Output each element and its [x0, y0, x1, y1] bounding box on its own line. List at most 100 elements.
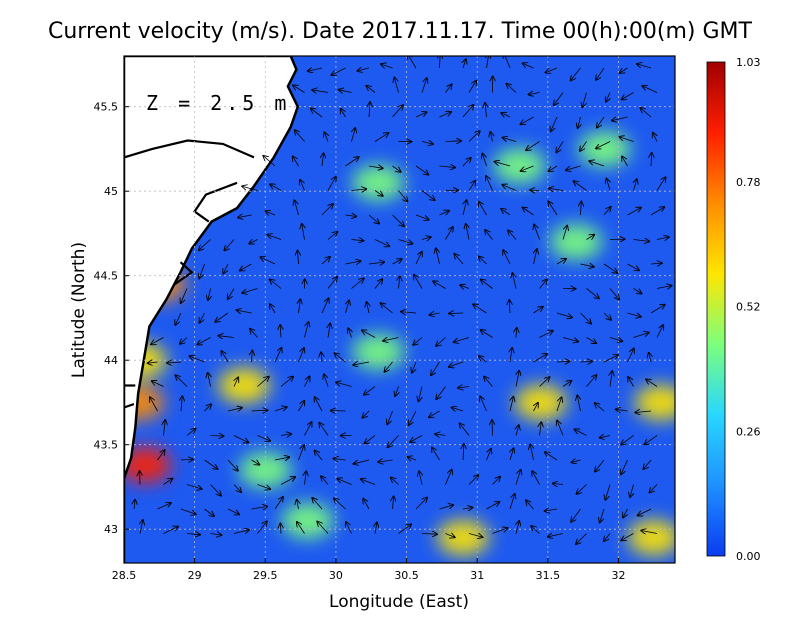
velocity-arrow [643, 459, 652, 469]
velocity-arrow [534, 249, 537, 265]
speed-patch [437, 519, 490, 556]
velocity-arrow [327, 277, 337, 289]
velocity-arrow [512, 273, 516, 289]
velocity-arrow [501, 113, 511, 117]
velocity-arrow [210, 534, 222, 536]
velocity-arrow [580, 141, 587, 151]
velocity-arrow [208, 288, 211, 301]
velocity-arrow [621, 435, 634, 445]
velocity-arrow [533, 307, 543, 314]
velocity-arrow [354, 459, 370, 464]
velocity-arrow [603, 207, 611, 216]
velocity-arrow [293, 156, 299, 167]
velocity-arrow [433, 281, 446, 289]
velocity-arrow [383, 338, 399, 341]
velocity-arrow [650, 207, 664, 216]
x-tick-label: 28.5 [112, 569, 137, 582]
velocity-arrow [270, 184, 282, 191]
velocity-arrow [204, 508, 214, 516]
velocity-arrow [148, 362, 158, 363]
velocity-arrow [503, 138, 517, 142]
velocity-arrow [642, 86, 658, 93]
velocity-arrow [533, 354, 548, 363]
velocity-arrow [321, 204, 333, 216]
depth-annotation: Z = 2.5 m [146, 91, 290, 115]
velocity-arrow [531, 526, 540, 534]
velocity-arrow [210, 484, 222, 496]
velocity-arrow [627, 313, 641, 317]
velocity-arrow [363, 410, 370, 418]
velocity-arrow [646, 379, 658, 387]
x-tick-label: 30 [329, 569, 343, 582]
velocity-arrow [322, 153, 324, 167]
velocity-arrow [391, 478, 399, 485]
velocity-arrow [492, 528, 508, 534]
velocity-arrow [515, 470, 521, 485]
velocity-arrow [656, 177, 666, 191]
velocity-arrow [553, 484, 564, 485]
velocity-arrow [242, 288, 258, 294]
velocity-arrow [545, 452, 558, 461]
velocity-arrow [621, 533, 634, 541]
velocity-arrow [516, 371, 519, 387]
velocity-arrow [364, 386, 376, 395]
velocity-arrow [353, 362, 370, 365]
velocity-arrow [480, 397, 487, 412]
velocity-arrow [415, 498, 427, 510]
velocity-arrow [521, 165, 534, 171]
velocity-arrow [181, 396, 182, 412]
velocity-arrow [510, 348, 512, 363]
velocity-arrow [190, 356, 205, 363]
velocity-arrow [486, 176, 493, 191]
land-mass [124, 56, 300, 563]
velocity-arrow [656, 286, 672, 289]
velocity-arrow [575, 429, 587, 436]
velocity-arrow [526, 141, 540, 151]
velocity-arrow [415, 252, 422, 265]
velocity-arrow [454, 337, 470, 343]
velocity-arrow [224, 239, 235, 251]
velocity-arrow [328, 324, 330, 338]
velocity-arrow [345, 215, 357, 217]
velocity-arrow [419, 386, 423, 402]
velocity-arrow [199, 239, 211, 251]
velocity-arrow [261, 257, 276, 265]
velocity-arrow [545, 509, 558, 511]
velocity-arrow [368, 262, 384, 264]
y-tick-label: 43 [104, 523, 118, 536]
velocity-arrow [523, 63, 534, 69]
y-axis-ticks: 43 43.5 44 44.5 45 45.5 [94, 101, 129, 536]
velocity-arrow [233, 435, 248, 443]
velocity-arrow [227, 459, 238, 471]
velocity-arrow [365, 435, 376, 444]
velocity-arrow [395, 386, 398, 397]
velocity-arrow [605, 484, 611, 500]
velocity-arrow [600, 436, 611, 438]
velocity-arrow [238, 215, 252, 218]
velocity-arrow [218, 336, 235, 338]
velocity-arrow [157, 450, 165, 461]
velocity-arrow [627, 349, 634, 363]
velocity-arrow [600, 508, 605, 522]
velocity-arrow [596, 67, 605, 80]
velocity-arrow [556, 312, 572, 318]
velocity-arrow [331, 411, 346, 412]
velocity-arrow [580, 312, 592, 324]
velocity-arrow [186, 429, 196, 436]
velocity-arrow [509, 494, 515, 510]
velocity-arrow [580, 361, 593, 362]
velocity-arrow [210, 436, 224, 437]
velocity-arrow [483, 154, 487, 167]
velocity-arrow [280, 477, 295, 485]
velocity-arrow [293, 85, 305, 93]
velocity-arrow [308, 68, 323, 71]
velocity-arrow [304, 377, 310, 387]
velocity-arrow [274, 497, 283, 510]
velocity-arrow [375, 523, 377, 534]
inland-border [124, 139, 255, 159]
velocity-arrow [439, 166, 456, 168]
velocity-arrow [627, 263, 640, 270]
velocity-arrow [298, 445, 305, 461]
velocity-arrow [641, 531, 658, 534]
velocity-arrow [548, 534, 564, 537]
